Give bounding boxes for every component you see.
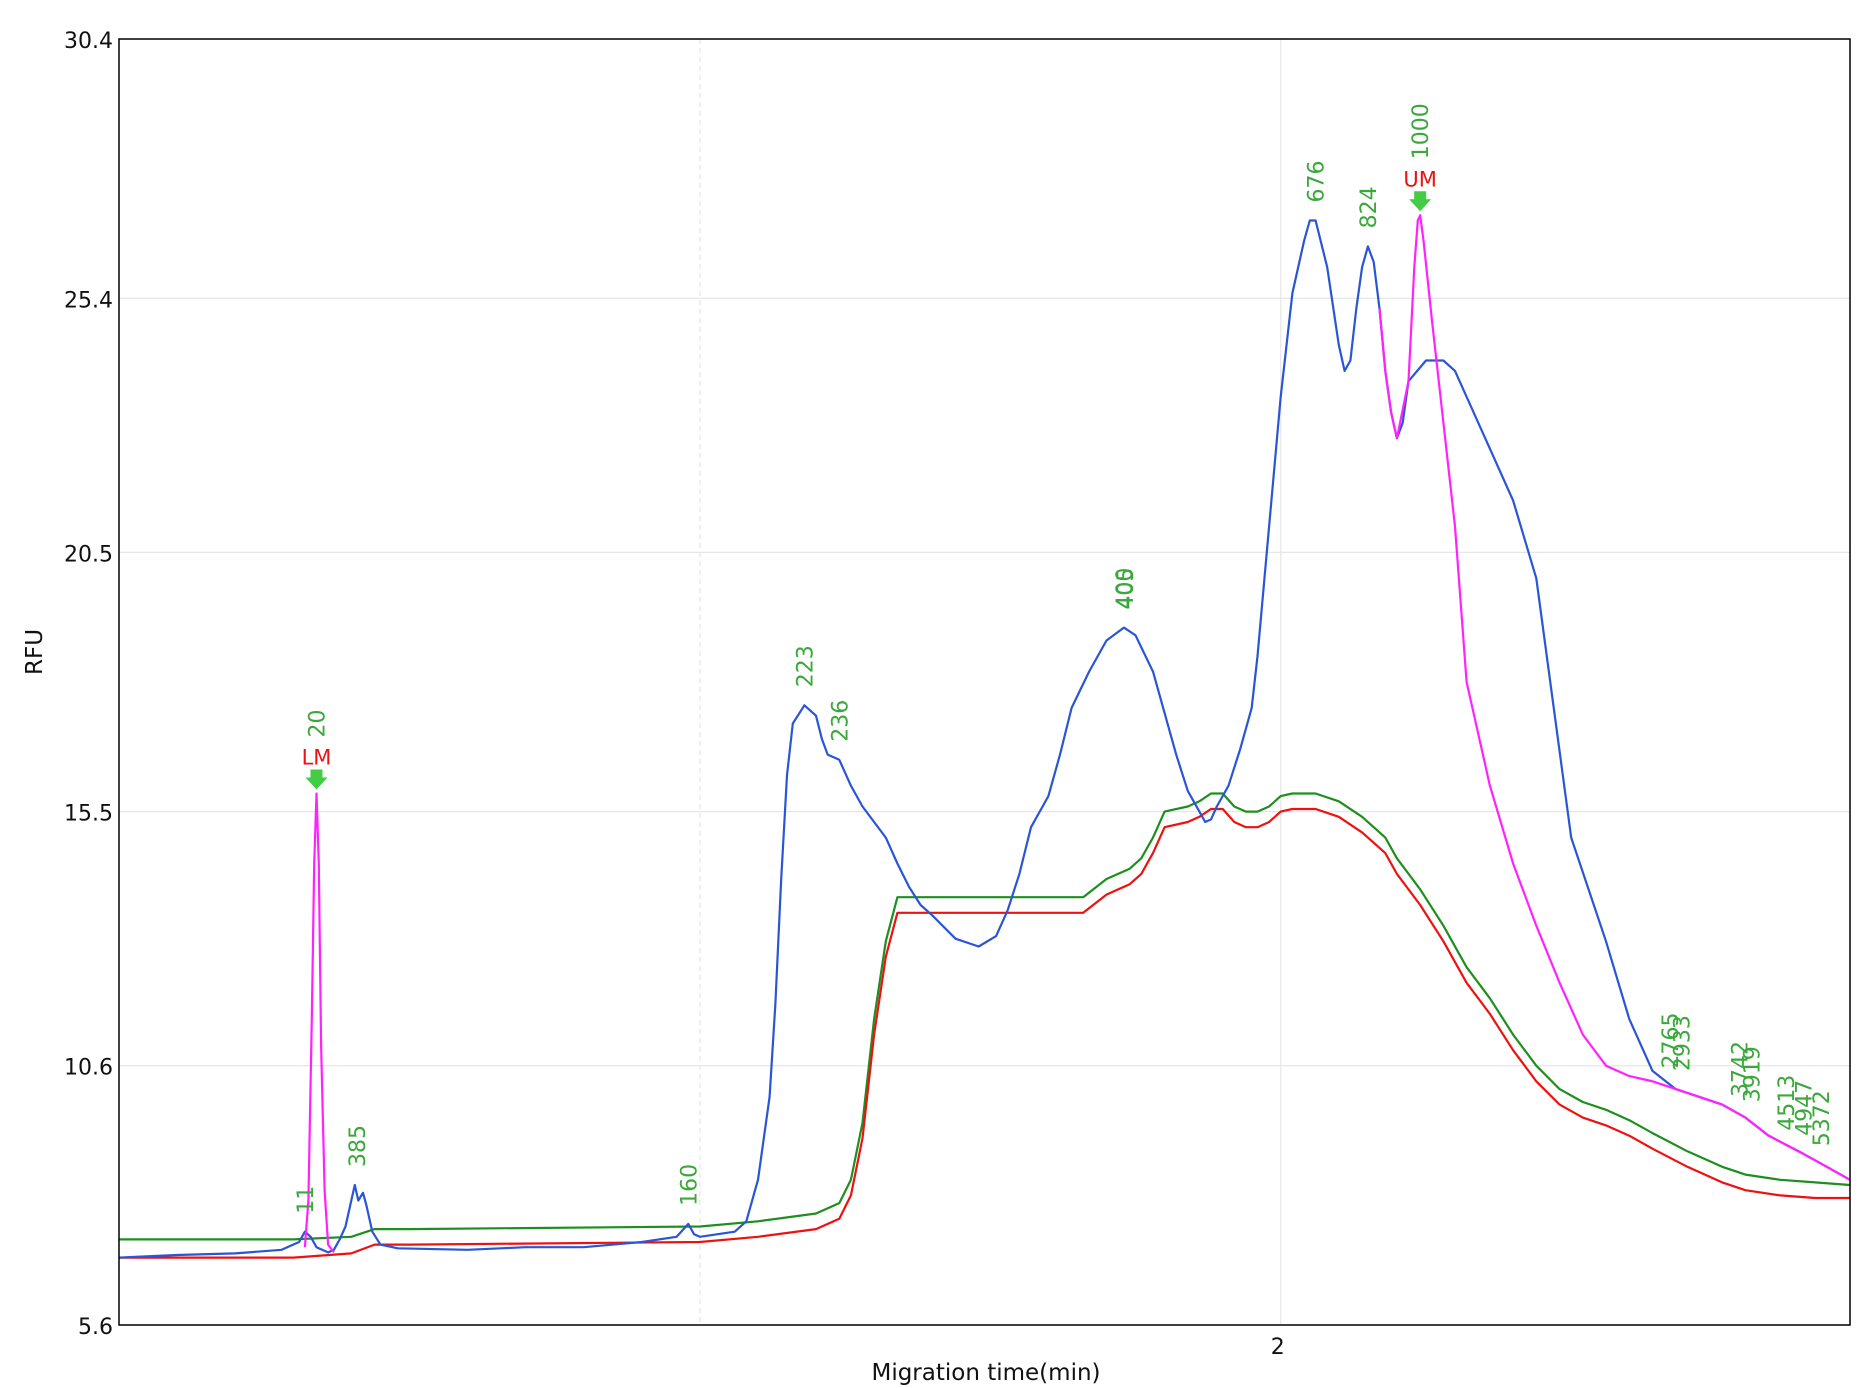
x-tick-label: 2 (1271, 1335, 1285, 1360)
marker-label: UM (1403, 167, 1437, 191)
peak-size-label: 223 (793, 645, 818, 687)
plot-frame (118, 38, 1851, 1326)
y-tick-label: 10.6 (64, 1056, 113, 1081)
y-tick-label: 15.5 (64, 802, 113, 827)
peak-size-label: 400 (1113, 568, 1138, 610)
x-axis-label: Migration time(min) (871, 1360, 1100, 1386)
y-tick-label: 20.5 (64, 542, 113, 567)
sample-line (118, 219, 1851, 1259)
marker-arrow-icon (1409, 191, 1432, 212)
grid-lines (119, 39, 1850, 1325)
peak-size-label: 2933 (1671, 1015, 1696, 1071)
marker-label: LM (302, 745, 332, 769)
peak-size-label: 11 (294, 1186, 319, 1214)
trace-lines (118, 214, 1851, 1259)
y-tick-label: 25.4 (64, 288, 113, 313)
peak-size-label: 5372 (1810, 1090, 1835, 1146)
peak-size-label: 824 (1357, 186, 1382, 228)
peak-size-label: 405 (1114, 568, 1139, 610)
peak-size-label: 676 (1305, 161, 1330, 203)
axis-ticks: 5.6 10.6 15.5 20.5 25.4 30.4 2 (64, 29, 1285, 1360)
peak-size-label: 1000 (1409, 103, 1434, 159)
peak-size-label: 3742 (1729, 1041, 1754, 1097)
peak-size-label: 4947 (1793, 1080, 1818, 1136)
peak-size-label: 3919 (1740, 1046, 1765, 1102)
peak-size-label: 2765 (1659, 1013, 1684, 1069)
marker_trace-line (303, 214, 1851, 1254)
green_trace-line (119, 792, 1851, 1241)
peak-size-label: 160 (677, 1164, 702, 1206)
peak-size-label: 20 (306, 710, 331, 738)
peak-size-label: 385 (346, 1125, 371, 1167)
red_trace-line (119, 807, 1850, 1259)
y-tick-label: 5.6 (78, 1315, 113, 1340)
marker-arrow-icon (305, 769, 328, 790)
y-tick-label: 30.4 (64, 29, 113, 54)
peak-size-label: 236 (828, 700, 853, 742)
peak-size-label: 4513 (1775, 1075, 1800, 1131)
y-axis-label: RFU (22, 629, 48, 675)
